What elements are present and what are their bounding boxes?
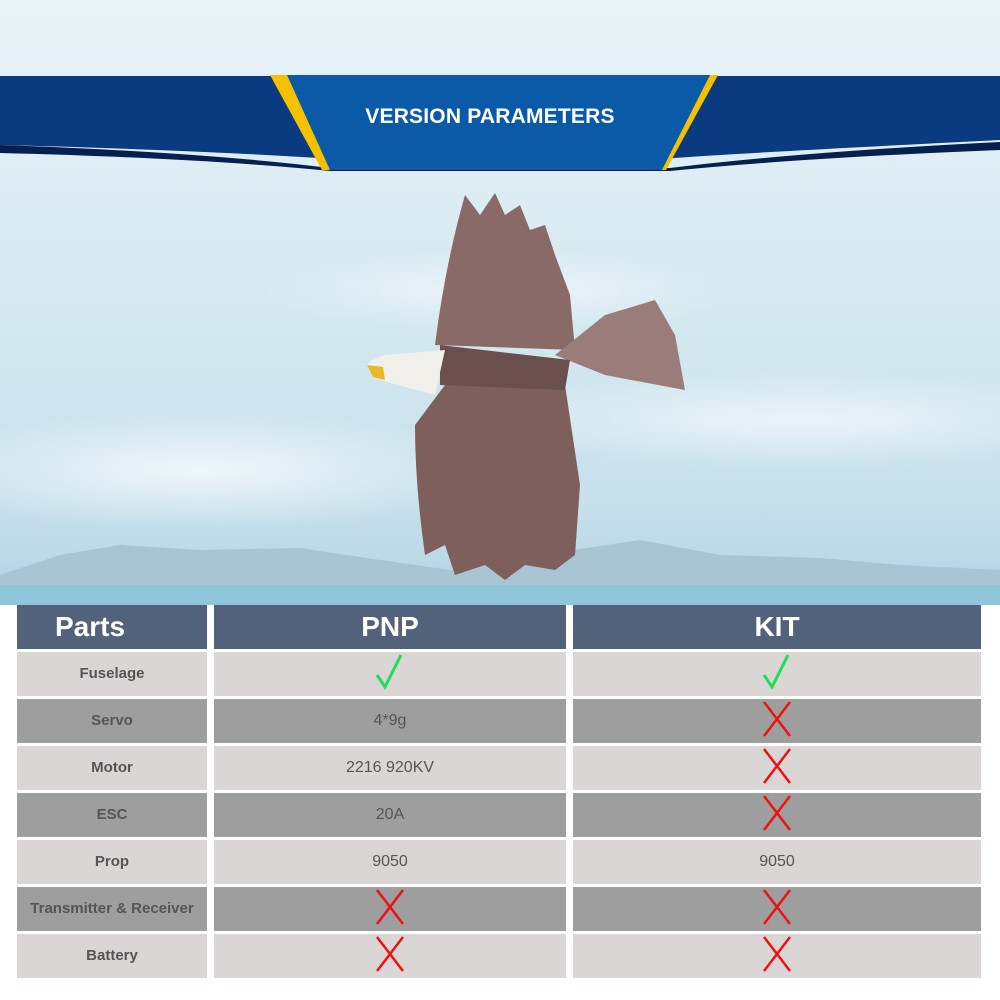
cross-icon bbox=[762, 700, 792, 743]
table-cell-part: Prop bbox=[17, 840, 207, 884]
cross-icon bbox=[762, 747, 792, 790]
cross-icon bbox=[762, 794, 792, 837]
table-cell-part: Battery bbox=[17, 934, 207, 978]
part-label: ESC bbox=[96, 806, 128, 823]
part-label: Motor bbox=[91, 759, 133, 776]
table-cell-kit bbox=[573, 699, 981, 743]
table-cell-part: ESC bbox=[17, 793, 207, 837]
table-cell-part: Transmitter & Receiver bbox=[17, 887, 207, 931]
cross-icon bbox=[375, 935, 405, 978]
table-cell-part: Servo bbox=[17, 699, 207, 743]
table-cell-pnp: 2216 920KV bbox=[214, 746, 566, 790]
table-cell-pnp: 4*9g bbox=[214, 699, 566, 743]
cross-icon bbox=[762, 888, 792, 931]
header-parts: Parts bbox=[17, 605, 207, 649]
pnp-value: 9050 bbox=[372, 853, 408, 870]
table-cell-kit bbox=[573, 887, 981, 931]
header-kit: KIT bbox=[573, 605, 981, 649]
table-cell-part: Fuselage bbox=[17, 652, 207, 696]
part-label: Fuselage bbox=[79, 665, 145, 682]
table-cell-pnp bbox=[214, 887, 566, 931]
header-pnp: PNP bbox=[214, 605, 566, 649]
table-cell-kit: 9050 bbox=[573, 840, 981, 884]
table-cell-kit bbox=[573, 793, 981, 837]
part-label: Transmitter & Receiver bbox=[30, 900, 194, 917]
pnp-value: 2216 920KV bbox=[345, 759, 435, 776]
table-cell-kit bbox=[573, 652, 981, 696]
part-label: Prop bbox=[94, 853, 130, 870]
pnp-value: 20A bbox=[375, 806, 405, 823]
table-cell-pnp bbox=[214, 652, 566, 696]
kit-value: 9050 bbox=[759, 853, 795, 870]
pnp-value: 4*9g bbox=[373, 712, 407, 729]
part-label: Servo bbox=[91, 712, 133, 729]
table-cell-kit bbox=[573, 746, 981, 790]
title-banner bbox=[0, 75, 1000, 171]
check-icon bbox=[375, 653, 405, 696]
table-cell-kit bbox=[573, 934, 981, 978]
check-icon bbox=[762, 653, 792, 696]
table-cell-pnp bbox=[214, 934, 566, 978]
cross-icon bbox=[762, 935, 792, 978]
eagle-plane-image bbox=[367, 193, 685, 580]
table-cell-pnp: 20A bbox=[214, 793, 566, 837]
banner-title: VERSION PARAMETERS bbox=[365, 105, 615, 128]
part-label: Battery bbox=[86, 947, 138, 964]
table-cell-part: Motor bbox=[17, 746, 207, 790]
cross-icon bbox=[375, 888, 405, 931]
table-cell-pnp: 9050 bbox=[214, 840, 566, 884]
